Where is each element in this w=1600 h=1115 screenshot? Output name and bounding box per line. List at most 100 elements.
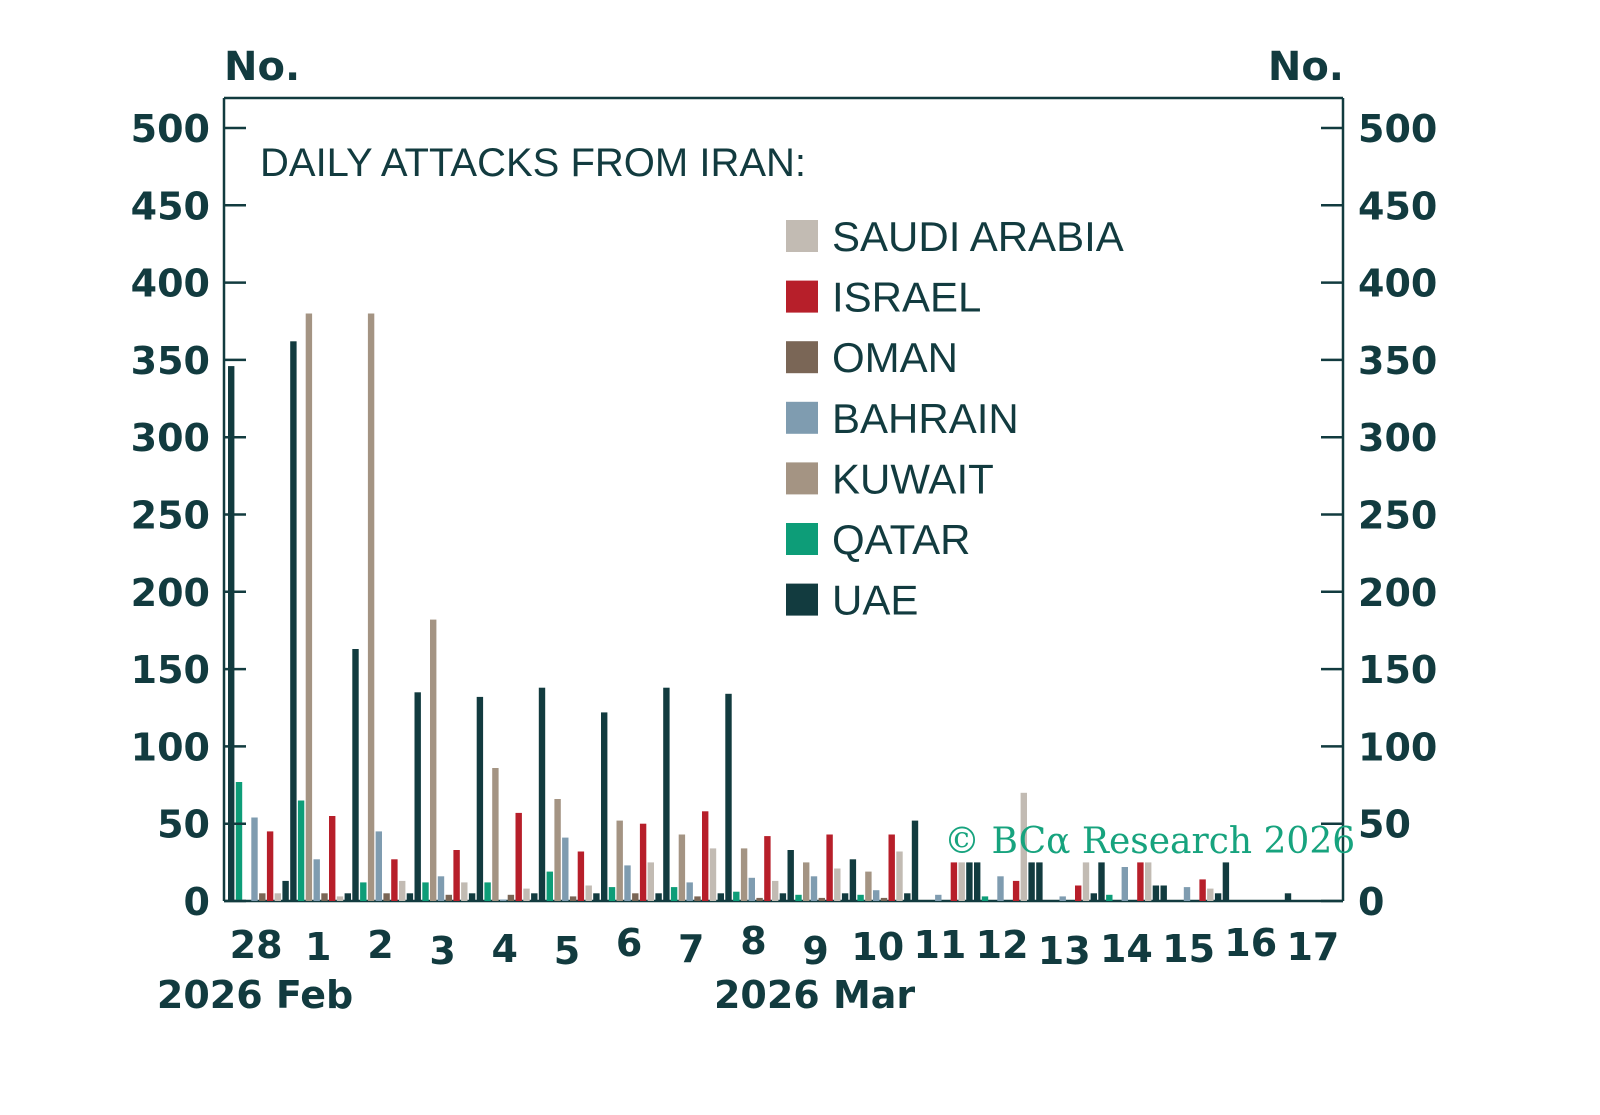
bar-unlabeled-1 bbox=[344, 893, 351, 901]
bar-uae-8 bbox=[725, 693, 732, 901]
bar-kuwait-4 bbox=[492, 768, 499, 901]
bar-uae-11 bbox=[911, 820, 919, 901]
x-tick-label: 11 bbox=[913, 923, 966, 967]
bar-qatar-5 bbox=[546, 871, 553, 901]
bar-saudi-arabia-5 bbox=[585, 885, 592, 901]
bar-qatar-1 bbox=[297, 800, 305, 901]
bar-bahrain-2 bbox=[375, 831, 382, 901]
bar-unlabeled-11 bbox=[966, 862, 973, 901]
x-tick-label: 1 bbox=[305, 925, 331, 969]
bar-uae-9 bbox=[787, 850, 794, 901]
bar-qatar-6 bbox=[608, 887, 616, 901]
y-axis-right-label: No. bbox=[1268, 44, 1344, 90]
bar-saudi-arabia-3 bbox=[461, 882, 468, 901]
bar-uae-13 bbox=[1036, 862, 1043, 901]
bar-kuwait-9 bbox=[803, 862, 810, 901]
bar-kuwait-10 bbox=[865, 871, 872, 901]
bar-qatar-4 bbox=[484, 882, 491, 901]
bar-saudi-arabia-7 bbox=[709, 848, 717, 901]
bar-unlabeled-10 bbox=[904, 893, 911, 901]
bars bbox=[228, 313, 1292, 902]
y-axis-right: 0 50 100 150 200 250 300 350 400 450 500 bbox=[1321, 107, 1437, 924]
bar-unlabeled-12 bbox=[1028, 862, 1035, 901]
y-tick-label-right: 200 bbox=[1358, 571, 1437, 615]
bar-oman-2 bbox=[383, 893, 390, 901]
bar-qatar-10 bbox=[857, 894, 864, 901]
bar-uae-5 bbox=[538, 687, 546, 901]
y-tick-label-left: 250 bbox=[131, 494, 210, 538]
legend-swatch-uae bbox=[786, 583, 818, 616]
bar-uae-28 bbox=[228, 366, 235, 902]
y-tick-label-left: 0 bbox=[184, 880, 210, 924]
x-tick-label: 9 bbox=[802, 929, 828, 973]
bar-qatar-8 bbox=[733, 891, 740, 901]
bar-unlabeled-13 bbox=[1090, 893, 1097, 901]
legend-swatch-saudi-arabia bbox=[786, 220, 818, 252]
bar-uae-14 bbox=[1098, 862, 1105, 901]
bar-bahrain-7 bbox=[686, 882, 693, 901]
bar-oman-7 bbox=[694, 896, 701, 901]
bar-oman-8 bbox=[756, 897, 763, 901]
bar-saudi-arabia-11 bbox=[958, 862, 965, 901]
y-tick-label-left: 400 bbox=[131, 262, 210, 306]
x-tick-label: 10 bbox=[851, 925, 904, 969]
bar-kuwait-7 bbox=[678, 834, 686, 901]
bar-israel-10 bbox=[888, 834, 895, 901]
bar-bahrain-11 bbox=[935, 894, 942, 901]
bar-israel-14 bbox=[1137, 862, 1144, 901]
bar-bahrain-9 bbox=[810, 876, 818, 901]
legend-swatch-bahrain bbox=[786, 401, 818, 434]
bar-qatar-28 bbox=[235, 782, 243, 901]
bar-kuwait-3 bbox=[430, 619, 437, 901]
y-tick-label-left: 350 bbox=[131, 339, 210, 383]
y-tick-label-left: 500 bbox=[131, 107, 210, 151]
y-tick-label-right: 450 bbox=[1358, 184, 1437, 228]
x-tick-label: 4 bbox=[492, 927, 518, 971]
bar-unlabeled-4 bbox=[531, 893, 538, 901]
y-tick-label-right: 350 bbox=[1358, 339, 1437, 383]
y-tick-label-right: 0 bbox=[1358, 880, 1384, 924]
bar-qatar-9 bbox=[795, 894, 802, 901]
bar-bahrain-4 bbox=[500, 899, 507, 901]
chart-title: DAILY ATTACKS FROM IRAN: bbox=[260, 141, 806, 185]
y-tick-label-right: 300 bbox=[1358, 416, 1437, 460]
bar-unlabeled-5 bbox=[593, 893, 600, 901]
bar-israel-2 bbox=[391, 859, 398, 901]
bar-saudi-arabia-15 bbox=[1207, 888, 1214, 901]
y-tick-label-left: 50 bbox=[157, 803, 210, 847]
bar-qatar-14 bbox=[1106, 894, 1113, 901]
bar-israel-8 bbox=[764, 836, 771, 901]
bar-unlabeled-15 bbox=[1214, 893, 1222, 901]
bar-saudi-arabia-13 bbox=[1082, 862, 1090, 901]
bar-uae-16 bbox=[1222, 862, 1230, 901]
y-tick-label-right: 100 bbox=[1358, 725, 1437, 769]
bar-uae-10 bbox=[849, 859, 857, 901]
x-month-label: 2026 Mar bbox=[714, 973, 915, 1017]
bar-unlabeled-8 bbox=[779, 893, 787, 901]
legend-label-uae: UAE bbox=[832, 577, 918, 624]
bar-uae-12 bbox=[974, 862, 981, 901]
bar-saudi-arabia-28 bbox=[274, 893, 281, 901]
legend-swatch-israel bbox=[786, 280, 818, 313]
bar-bahrain-6 bbox=[624, 865, 631, 901]
bar-israel-12 bbox=[1012, 880, 1020, 901]
bar-bahrain-8 bbox=[748, 877, 755, 901]
legend-label-bahrain: BAHRAIN bbox=[832, 395, 1019, 442]
y-tick-label-right: 400 bbox=[1358, 262, 1437, 306]
legend-swatch-qatar bbox=[786, 523, 818, 555]
bar-uae-7 bbox=[663, 687, 670, 901]
bar-uae-17 bbox=[1284, 893, 1292, 901]
bar-unlabeled-28 bbox=[282, 880, 289, 901]
bar-qatar-7 bbox=[670, 887, 678, 901]
bar-qatar-12 bbox=[981, 896, 989, 901]
bar-saudi-arabia-6 bbox=[647, 862, 654, 901]
bar-bahrain-10 bbox=[873, 890, 880, 901]
bar-unlabeled-7 bbox=[717, 893, 724, 901]
bar-oman-3 bbox=[445, 894, 452, 901]
x-tick-label: 17 bbox=[1286, 925, 1339, 969]
bar-bahrain-1 bbox=[313, 859, 320, 901]
bar-oman-10 bbox=[880, 897, 888, 901]
bar-saudi-arabia-9 bbox=[834, 868, 841, 901]
x-tick-label: 3 bbox=[429, 929, 455, 973]
